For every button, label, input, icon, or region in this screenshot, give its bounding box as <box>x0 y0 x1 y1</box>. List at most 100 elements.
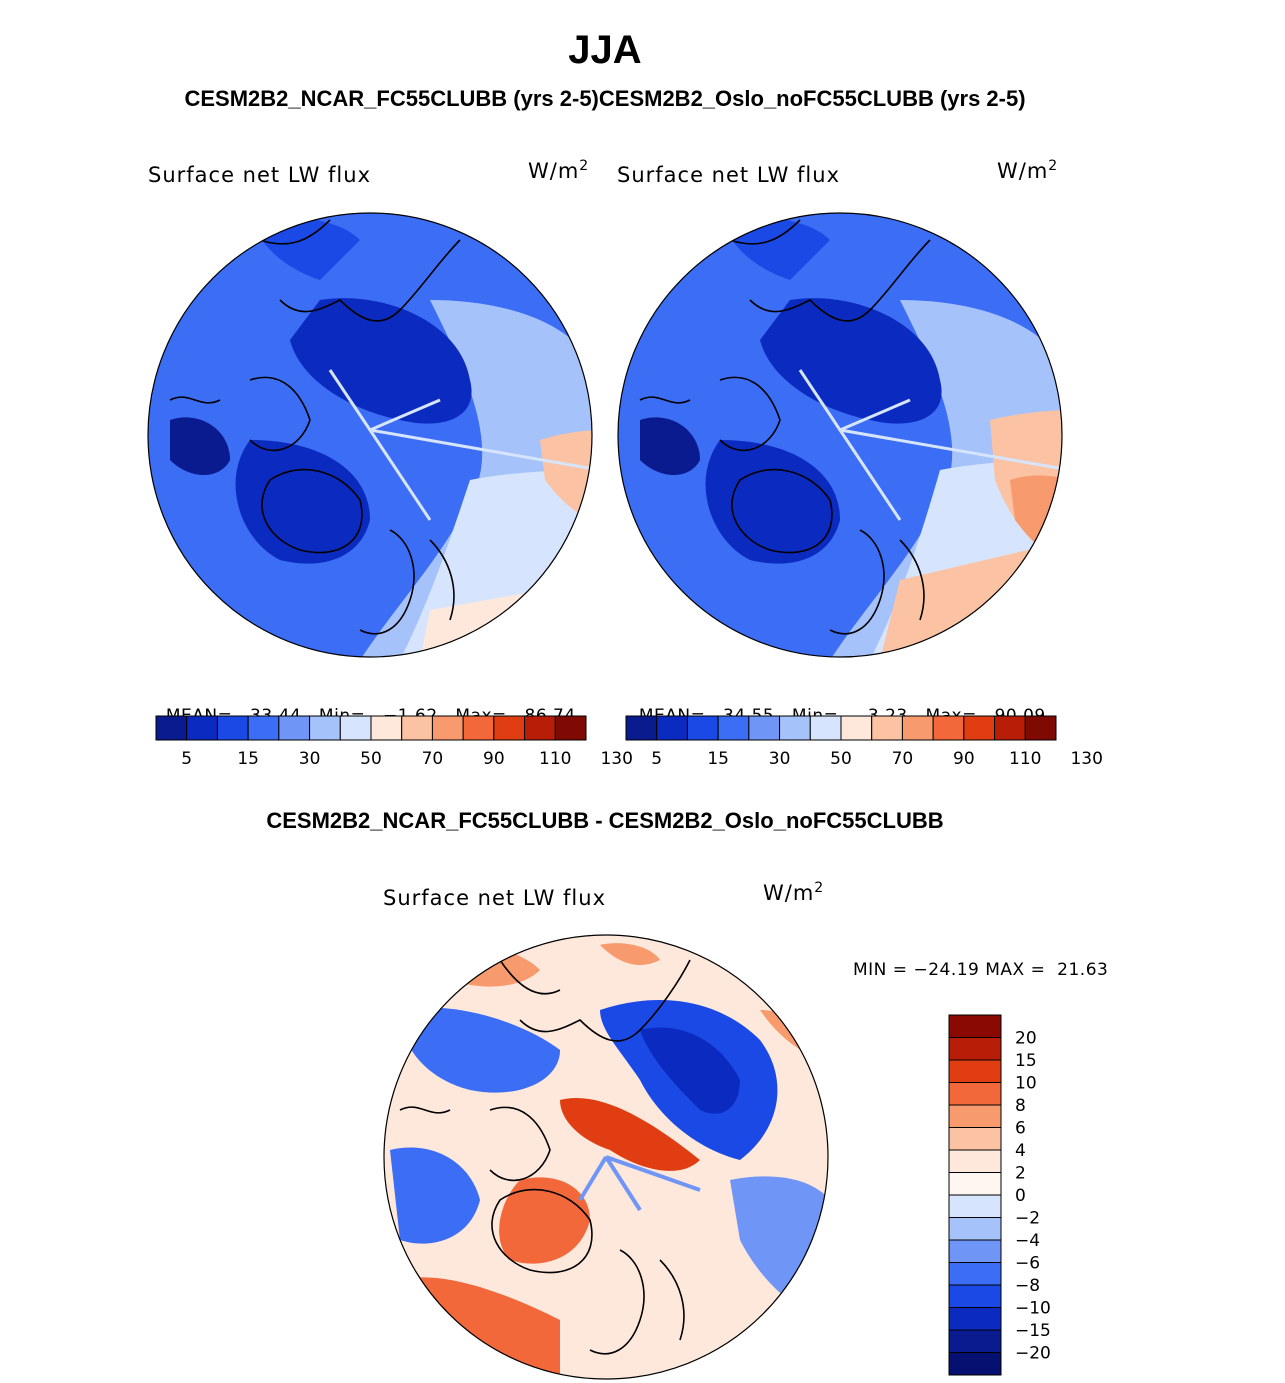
panel1-units: W/m2 <box>528 158 589 183</box>
colorbar1-swatch <box>278 715 311 741</box>
map2-region-dark <box>640 417 700 475</box>
colorbar1-swatch <box>493 715 526 741</box>
colorbar2-tick-label: 15 <box>707 749 729 769</box>
colorbar2-swatch <box>717 715 750 741</box>
colorbar2-tick-label: 5 <box>651 749 662 769</box>
map2-region-greenland <box>705 440 840 564</box>
colorbar3-swatch <box>948 1262 1002 1286</box>
map2-pole-streaks <box>798 369 1062 521</box>
colorbar3-tick-label: −10 <box>1015 1299 1051 1319</box>
colorbar2-tick-label: 110 <box>1009 749 1041 769</box>
map1-region-arctic <box>290 298 472 424</box>
colorbar2-tick-label: 50 <box>830 749 852 769</box>
panel2-units-base: W/m <box>997 159 1049 183</box>
colorbar1-swatch <box>554 715 587 741</box>
colorbar3-swatch <box>948 1329 1002 1353</box>
panel1-units-base: W/m <box>528 159 580 183</box>
map1-region-greenland <box>235 440 370 564</box>
colorbar3-swatch <box>948 1172 1002 1196</box>
map3-region-warm-pole <box>560 1098 700 1171</box>
colorbar3-swatch <box>948 1127 1002 1151</box>
colorbar3-tick-label: 20 <box>1015 1029 1037 1049</box>
colorbar1-tick-label: 70 <box>422 749 444 769</box>
page-title: JJA <box>568 28 642 72</box>
colorbar2-tick-label: 30 <box>769 749 791 769</box>
colorbar1-swatch <box>401 715 433 741</box>
colorbar1-swatch <box>370 715 403 741</box>
panel2-units-exp: 2 <box>1048 158 1059 174</box>
colorbar2-swatch <box>871 715 903 741</box>
colorbar3-tick-label: −2 <box>1015 1209 1040 1229</box>
colorbar2-swatch <box>686 715 719 741</box>
colorbar2-swatch <box>901 715 934 741</box>
colorbar2-swatch <box>748 715 781 741</box>
colorbar3-tick-label: 2 <box>1015 1164 1026 1184</box>
panel3-variable-label: Surface net LW flux <box>383 886 606 910</box>
colorbar3-swatch <box>948 1307 1002 1331</box>
colorbar3-tick-label: −4 <box>1015 1231 1040 1251</box>
colorbar3-swatch <box>948 1014 1002 1038</box>
colorbar1-tick-label: 15 <box>237 749 259 769</box>
panel3-units: W/m2 <box>763 880 824 905</box>
colorbar3-tick-label: −6 <box>1015 1254 1040 1274</box>
colorbar1-swatch <box>155 715 188 741</box>
panel1-units-exp: 2 <box>579 158 590 174</box>
colorbar3-tick-label: 8 <box>1015 1096 1026 1116</box>
colorbar2-swatch <box>779 715 811 741</box>
colorbar3-swatch <box>948 1082 1002 1106</box>
colorbar2-tick-label: 130 <box>1070 749 1102 769</box>
colorbar-2: 5 15 30 50 70 90 110 130 <box>625 715 1103 769</box>
colorbar3-swatch <box>948 1284 1002 1308</box>
map3-pole-streaks <box>578 1155 701 1212</box>
colorbar3-swatch <box>948 1352 1002 1376</box>
colorbar2-swatch <box>963 715 996 741</box>
colorbar2-swatch <box>932 715 965 741</box>
top-subtitle: CESM2B2_NCAR_FC55CLUBB (yrs 2-5)CESM2B2_… <box>184 86 1026 111</box>
colorbar1-swatch <box>431 715 464 741</box>
colorbar1-swatch <box>216 715 249 741</box>
map1-border <box>147 212 593 658</box>
panel2-units: W/m2 <box>997 158 1058 183</box>
map2-region-arctic <box>760 298 942 424</box>
map2-coastlines <box>639 219 931 635</box>
colorbar3-tick-label: −20 <box>1015 1344 1051 1364</box>
colorbar1-swatch <box>309 715 341 741</box>
map3-border <box>383 934 829 1380</box>
map3-coastlines <box>399 959 691 1355</box>
colorbar3-tick-label: −15 <box>1015 1321 1051 1341</box>
colorbar3-swatch <box>948 1194 1002 1218</box>
map1-pole-streaks <box>328 369 592 521</box>
colorbar2-swatch <box>656 715 688 741</box>
colorbar3-tick-label: −8 <box>1015 1276 1040 1296</box>
diff-subtitle: CESM2B2_NCAR_FC55CLUBB - CESM2B2_Oslo_no… <box>266 808 944 833</box>
colorbar2-tick-label: 70 <box>892 749 914 769</box>
colorbar1-tick-label: 30 <box>299 749 321 769</box>
map2-border <box>617 212 1063 658</box>
colorbar2-tick-label: 90 <box>953 749 975 769</box>
colorbar1-tick-label: 130 <box>600 749 632 769</box>
map3-region-cool-w <box>390 1147 480 1244</box>
colorbar2-swatch <box>994 715 1026 741</box>
colorbar-1: 5 15 30 50 70 90 110 130 <box>155 715 633 769</box>
map3-region-cool-nw <box>400 1007 560 1093</box>
colorbar1-swatch <box>524 715 556 741</box>
colorbar2-swatch <box>809 715 842 741</box>
colorbar2-swatch <box>1024 715 1057 741</box>
colorbar3-swatch <box>948 1149 1002 1173</box>
colorbar1-swatch <box>339 715 372 741</box>
map-panel-2 <box>617 212 1063 658</box>
panel2-variable-label: Surface net LW flux <box>617 163 840 187</box>
panel3-units-base: W/m <box>763 881 815 905</box>
map-panel-1 <box>147 212 593 658</box>
colorbar1-swatch <box>247 715 280 741</box>
colorbar2-swatch <box>625 715 658 741</box>
colorbar3-swatch <box>948 1217 1002 1241</box>
panel1-variable-label: Surface net LW flux <box>148 163 371 187</box>
colorbar1-swatch <box>186 715 218 741</box>
colorbar3-tick-label: 4 <box>1015 1141 1026 1161</box>
map-panel-3 <box>383 934 829 1380</box>
colorbar3-tick-label: 0 <box>1015 1186 1026 1206</box>
panel3-units-exp: 2 <box>814 880 825 896</box>
